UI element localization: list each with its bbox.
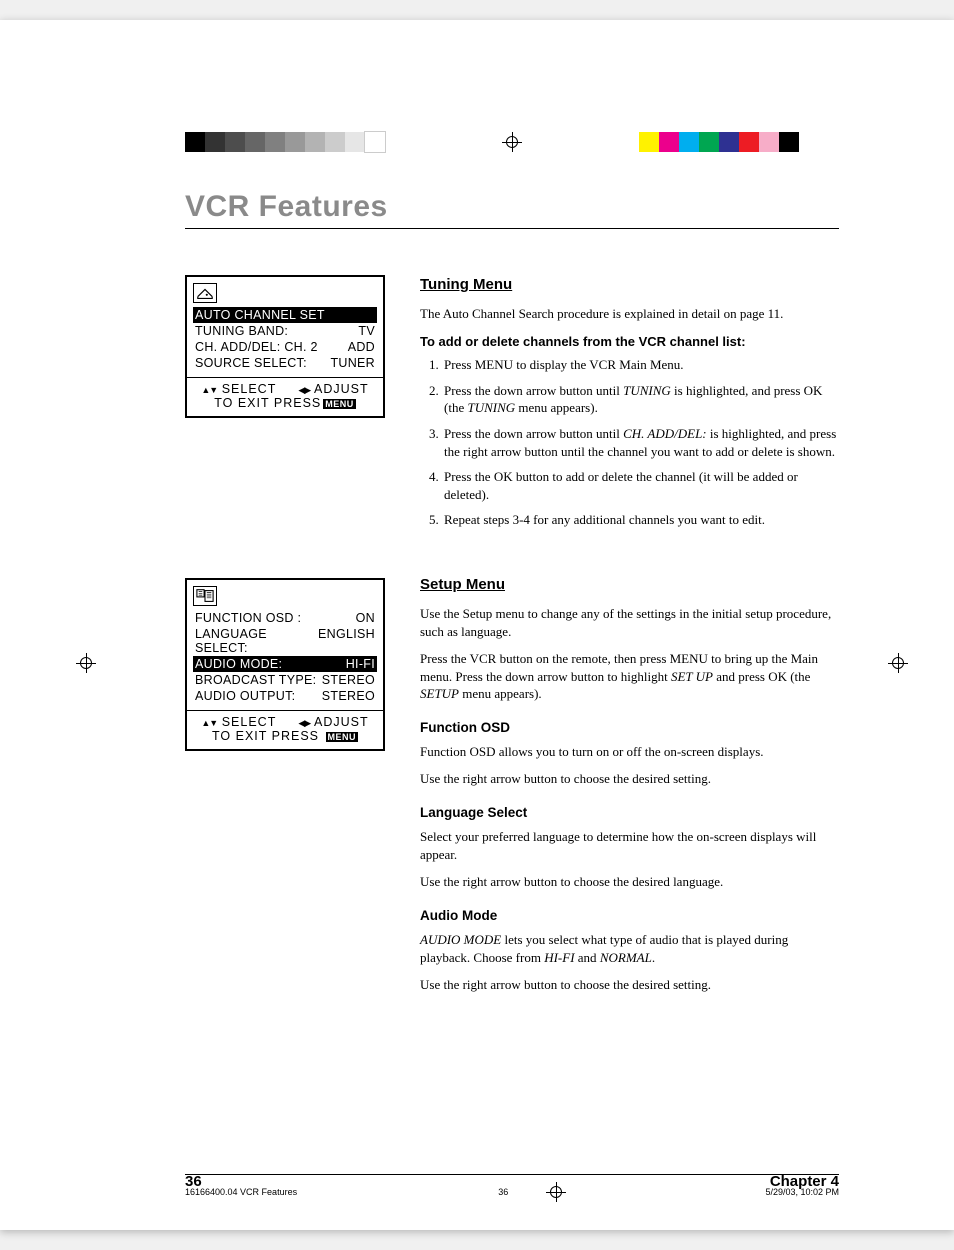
body-paragraph: Function OSD allows you to turn on or of… <box>420 743 839 761</box>
adjust-label: ADJUST <box>314 382 369 396</box>
step-item: Press MENU to display the VCR Main Menu. <box>442 356 839 374</box>
adjust-label: ADJUST <box>314 715 369 729</box>
subsection-heading: Audio Mode <box>420 907 839 925</box>
print-imprint: 16166400.04 VCR Features 36 5/29/03, 10:… <box>185 1166 839 1200</box>
body-paragraph: Use the right arrow button to choose the… <box>420 873 839 891</box>
registration-mark-icon <box>504 134 520 150</box>
menu-row: SOURCE SELECT:TUNER <box>193 355 377 371</box>
menu-row: CH. ADD/DEL: CH. 2ADD <box>193 339 377 355</box>
menu-row: AUDIO OUTPUT:STEREO <box>193 688 377 704</box>
body-paragraph: Use the right arrow button to choose the… <box>420 770 839 788</box>
menu-chip: MENU <box>326 732 359 742</box>
body-paragraph: AUDIO MODE lets you select what type of … <box>420 931 839 966</box>
imprint-timestamp: 5/29/03, 10:02 PM <box>765 1187 839 1197</box>
step-item: Press the down arrow button until CH. AD… <box>442 425 839 460</box>
exit-label: TO EXIT PRESS <box>212 729 319 743</box>
body-paragraph: Use the right arrow button to choose the… <box>420 976 839 994</box>
menu-row: AUTO CHANNEL SET <box>193 307 377 323</box>
vcr-setup-screenshot: FUNCTION OSD :ONLANGUAGE SELECT:ENGLISHA… <box>185 578 385 751</box>
subsection-heading: Language Select <box>420 804 839 822</box>
body-text-column: Tuning Menu The Auto Channel Search proc… <box>420 275 839 1153</box>
vcr-tuning-screenshot: AUTO CHANNEL SETTUNING BAND:TVCH. ADD/DE… <box>185 275 385 418</box>
body-paragraph: Select your preferred language to determ… <box>420 828 839 863</box>
step-item: Repeat steps 3-4 for any additional chan… <box>442 511 839 529</box>
registration-mark-icon <box>890 655 906 671</box>
printer-color-bars <box>185 132 799 152</box>
step-item: Press the down arrow button until TUNING… <box>442 382 839 417</box>
setup-p2: Press the VCR button on the remote, then… <box>420 650 839 703</box>
setup-icon <box>193 586 217 606</box>
page-title: VCR Features <box>185 190 839 229</box>
registration-mark-icon <box>78 655 94 671</box>
tuning-subheading: To add or delete channels from the VCR c… <box>420 333 839 351</box>
subsection-heading: Function OSD <box>420 719 839 737</box>
menu-row: BROADCAST TYPE:STEREO <box>193 672 377 688</box>
imprint-page: 36 <box>498 1187 508 1197</box>
menu-row: FUNCTION OSD :ON <box>193 610 377 626</box>
tuning-icon <box>193 283 217 303</box>
tuning-menu-heading: Tuning Menu <box>420 275 839 295</box>
select-label: SELECT <box>222 382 277 396</box>
menu-row: TUNING BAND:TV <box>193 323 377 339</box>
setup-p1: Use the Setup menu to change any of the … <box>420 605 839 640</box>
menu-chip: MENU <box>323 399 356 409</box>
tuning-intro: The Auto Channel Search procedure is exp… <box>420 305 839 323</box>
menu-row: LANGUAGE SELECT:ENGLISH <box>193 626 377 656</box>
registration-mark-icon <box>548 1184 564 1200</box>
menu-row: AUDIO MODE:HI-FI <box>193 656 377 672</box>
document-page: VCR Features AUTO CHANNEL SETTUNING BAND… <box>0 20 954 1230</box>
exit-label: TO EXIT PRESS <box>214 396 321 410</box>
imprint-filename: 16166400.04 VCR Features <box>185 1187 297 1197</box>
step-item: Press the OK button to add or delete the… <box>442 468 839 503</box>
select-label: SELECT <box>222 715 277 729</box>
screenshots-column: AUTO CHANNEL SETTUNING BAND:TVCH. ADD/DE… <box>185 275 395 1153</box>
setup-menu-heading: Setup Menu <box>420 575 839 595</box>
tuning-steps-list: Press MENU to display the VCR Main Menu.… <box>420 356 839 528</box>
